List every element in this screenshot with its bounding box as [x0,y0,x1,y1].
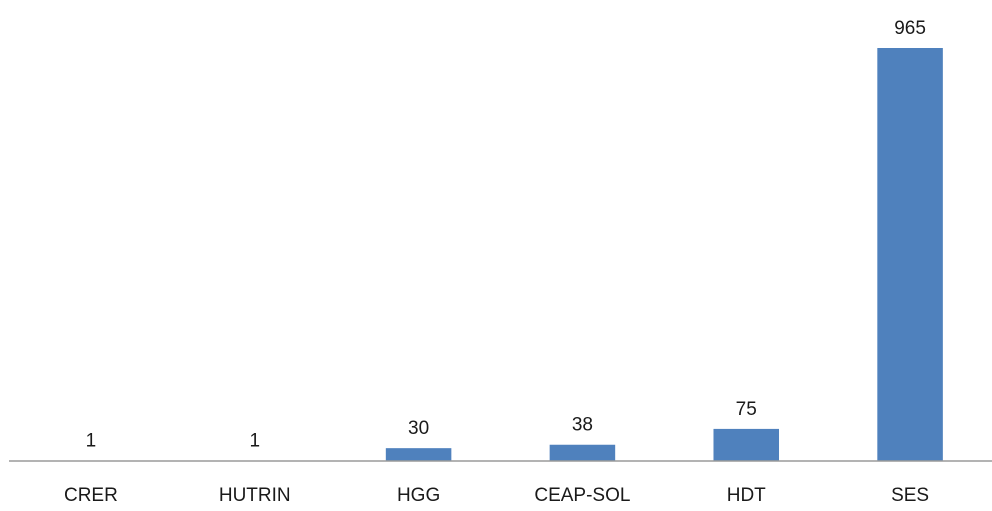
x-tick-label-ceap-sol: CEAP-SOL [534,485,630,506]
x-tick-label-ses: SES [891,485,929,506]
x-tick-label-hgg: HGG [397,485,440,506]
bar-ses [877,48,943,461]
bar-hdt [713,429,779,461]
data-label-hgg: 30 [408,418,429,439]
x-tick-label-hdt: HDT [727,485,766,506]
value-labels-layer: 1 1 30 38 75 965 [86,18,926,452]
data-label-ses: 965 [894,18,926,39]
bars-layer [58,48,943,461]
data-label-hutrin: 1 [249,431,260,452]
data-label-crer: 1 [86,431,97,452]
bar-ceap-sol [550,445,616,461]
x-tick-label-crer: CRER [64,485,118,506]
tick-labels-layer: CRER HUTRIN HGG CEAP-SOL HDT SES [64,485,929,506]
data-label-ceap-sol: 38 [572,415,593,436]
data-label-hdt: 75 [736,399,757,420]
x-tick-label-hutrin: HUTRIN [219,485,291,506]
bar-hgg [386,448,452,461]
